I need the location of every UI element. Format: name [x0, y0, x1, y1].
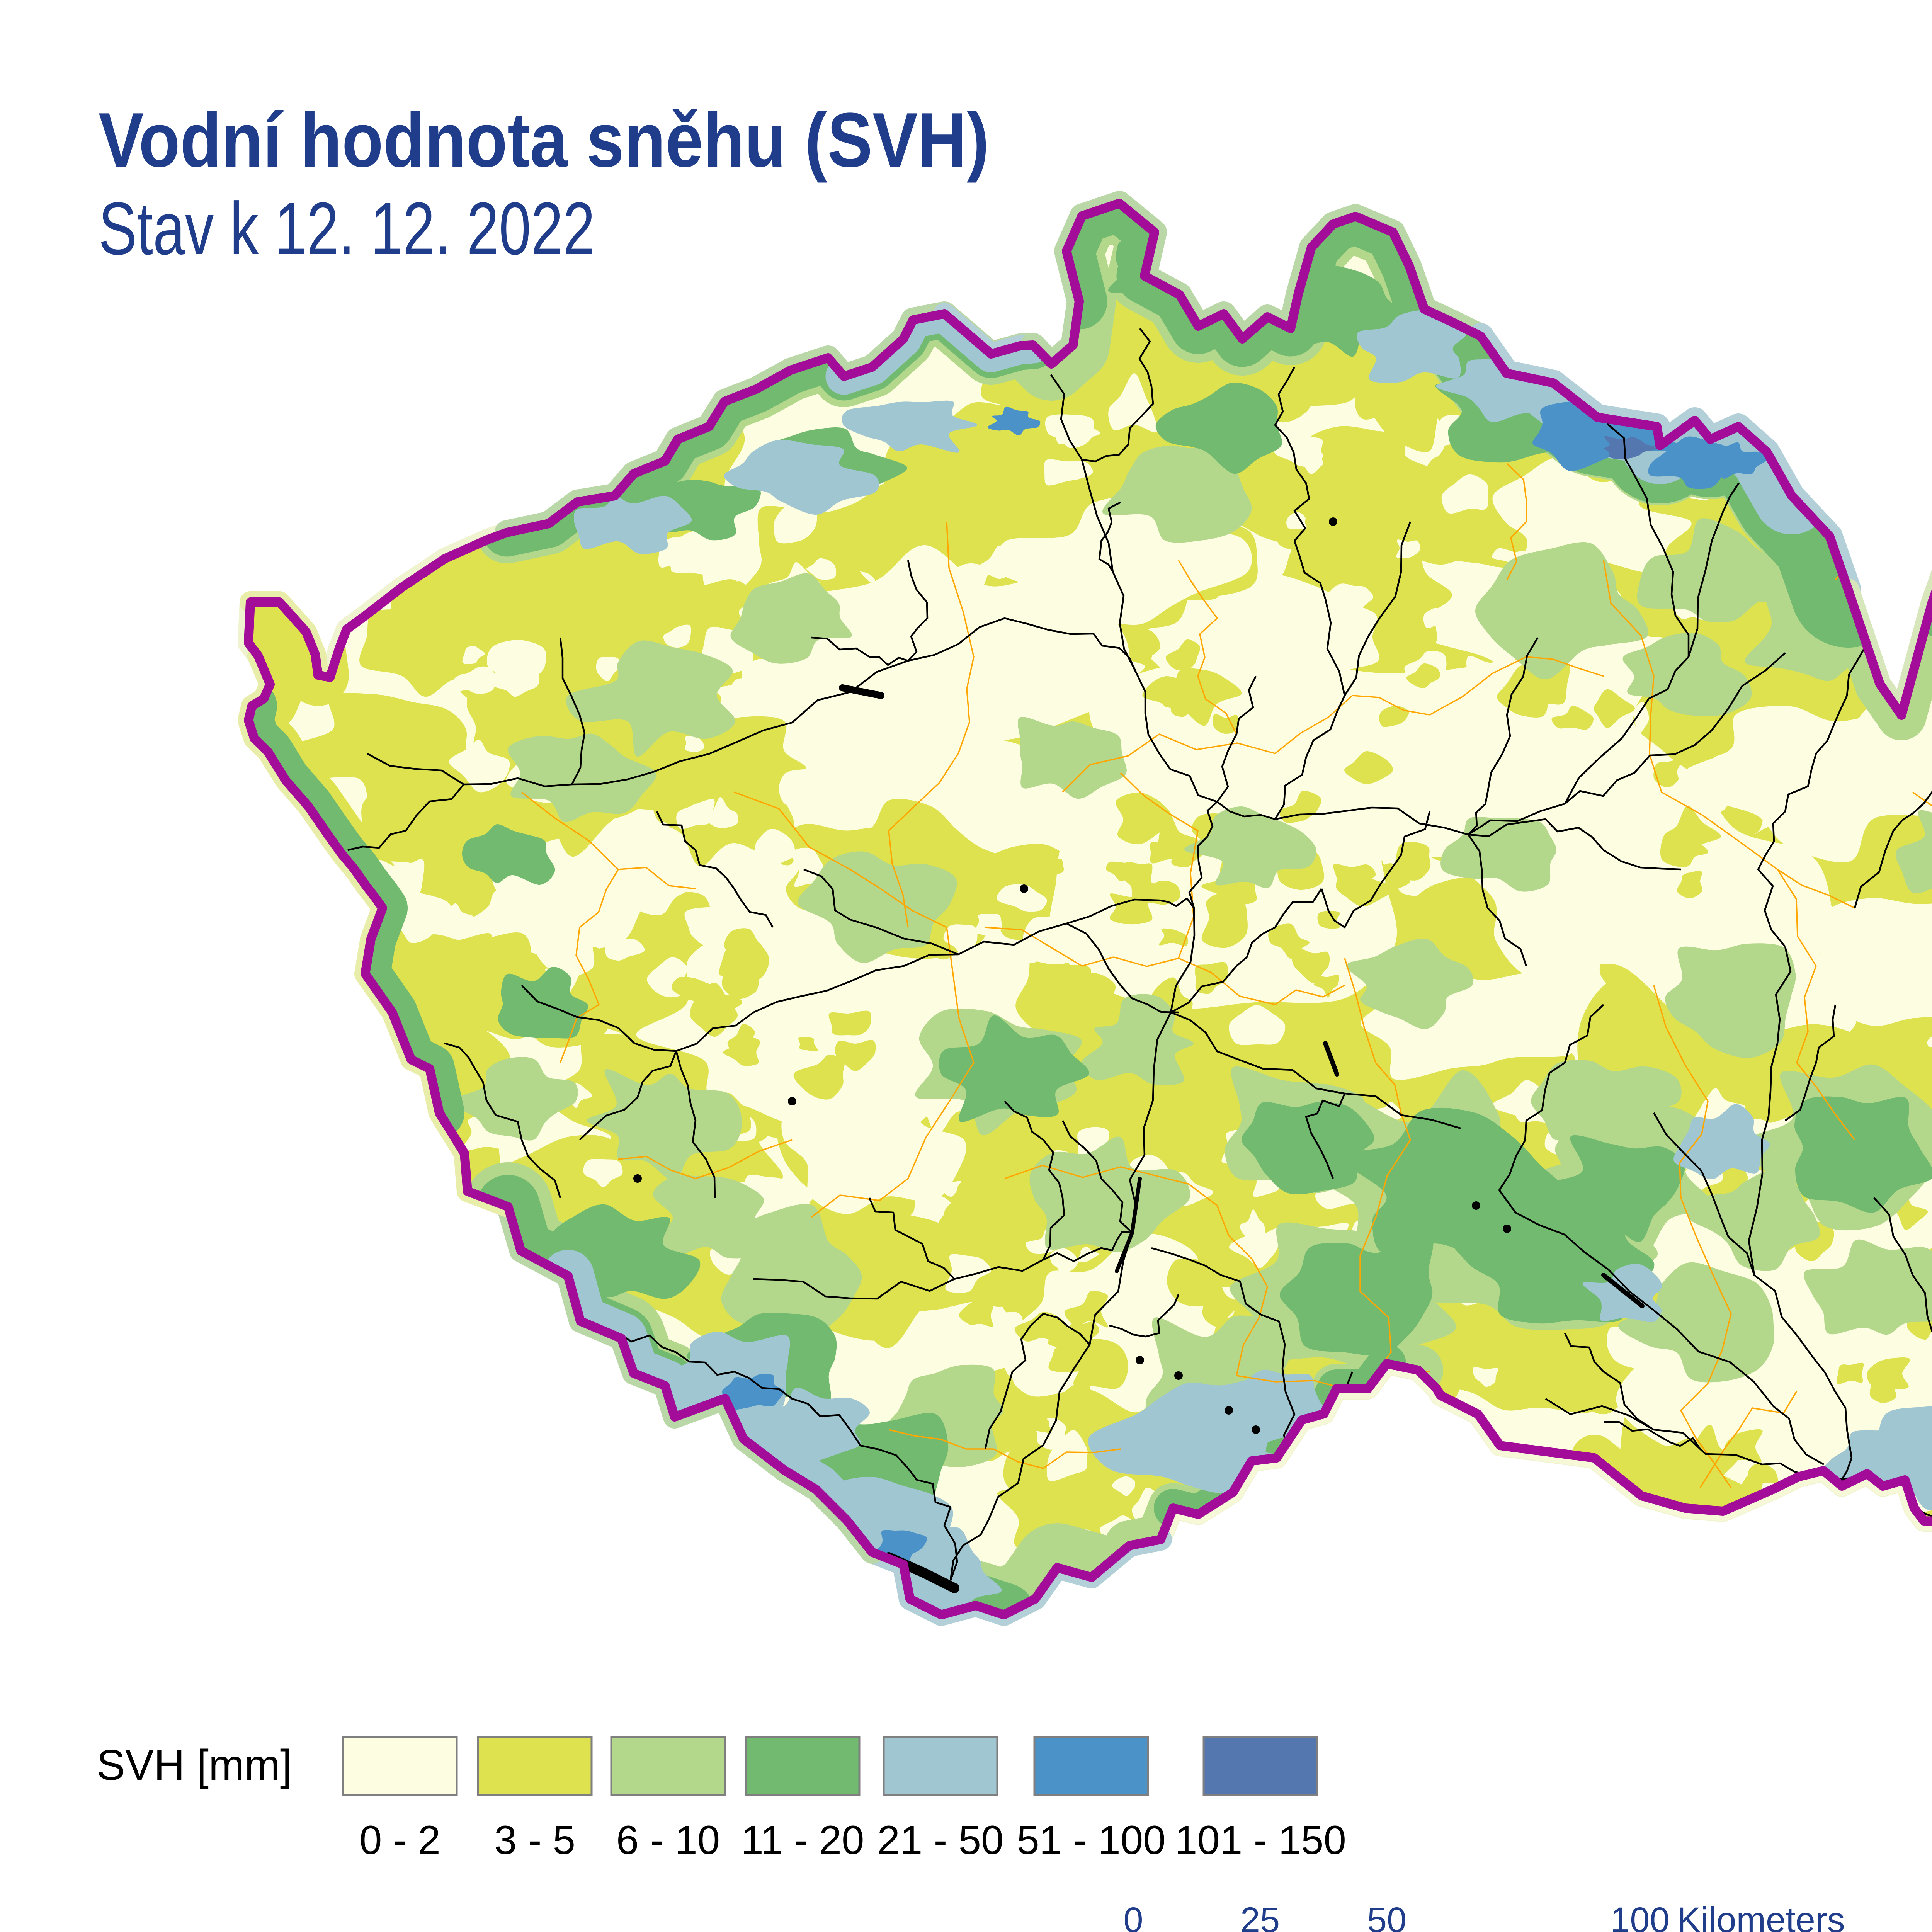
svg-text:0: 0 — [1123, 1900, 1143, 1932]
svg-text:Vytvořeno: 13. 12. 2022 využit: Vytvořeno: 13. 12. 2022 využitím aplikac… — [97, 1929, 1018, 1932]
svg-text:6 - 10: 6 - 10 — [616, 1818, 720, 1863]
svg-text:Vodní hodnota sněhu (SVH): Vodní hodnota sněhu (SVH) — [99, 97, 989, 183]
svg-text:SVH [mm]: SVH [mm] — [97, 1741, 292, 1789]
svg-text:101 - 150: 101 - 150 — [1175, 1818, 1346, 1863]
svg-text:3 - 5: 3 - 5 — [494, 1818, 575, 1863]
svg-text:25: 25 — [1240, 1900, 1280, 1932]
svg-text:Stav k 12. 12. 2022: Stav k 12. 12. 2022 — [99, 187, 595, 270]
svg-text:21 - 50: 21 - 50 — [878, 1818, 1004, 1863]
svg-text:50: 50 — [1367, 1900, 1406, 1932]
svg-text:51 - 100: 51 - 100 — [1017, 1818, 1165, 1863]
svg-text:0 - 2: 0 - 2 — [359, 1818, 440, 1863]
svg-text:11 - 20: 11 - 20 — [741, 1818, 864, 1863]
svg-text:100: 100 — [1610, 1900, 1670, 1932]
svg-text:Kilometers: Kilometers — [1677, 1900, 1845, 1932]
